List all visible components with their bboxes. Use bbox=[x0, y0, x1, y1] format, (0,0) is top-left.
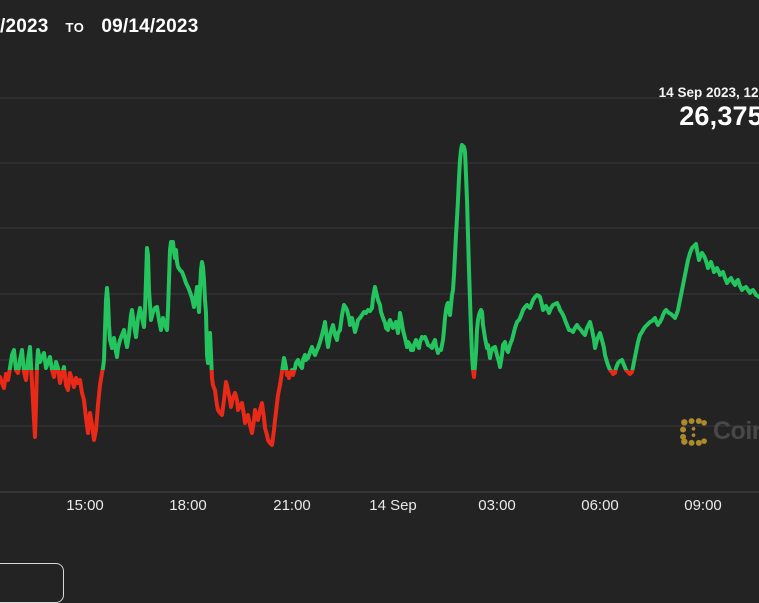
coindesk-dots-logo-icon bbox=[680, 418, 707, 446]
price-line-up bbox=[7, 143, 759, 370]
date-range-separator: TO bbox=[65, 20, 85, 35]
readout-price: 26,375 bbox=[679, 101, 759, 131]
bottom-left-button[interactable] bbox=[0, 563, 64, 603]
date-range-header[interactable]: /2023 TO 09/14/2023 bbox=[0, 16, 198, 38]
date-range-start[interactable]: /2023 bbox=[0, 16, 49, 37]
x-tick-label: 21:00 bbox=[273, 497, 311, 514]
price-chart-svg[interactable] bbox=[0, 0, 759, 570]
x-tick-label: 09:00 bbox=[684, 497, 722, 514]
watermark-brand-text: Coin bbox=[713, 417, 759, 445]
x-tick-label: 15:00 bbox=[66, 497, 104, 514]
price-line-down bbox=[0, 370, 635, 447]
readout-datetime: 14 Sep 2023, 12: bbox=[658, 85, 759, 100]
watermark: Coin bbox=[679, 417, 759, 446]
x-axis-labels: 15:00 18:00 21:00 14 Sep 03:00 06:00 09:00 bbox=[0, 497, 759, 519]
x-tick-label: 14 Sep bbox=[369, 497, 417, 514]
x-tick-label: 06:00 bbox=[581, 497, 619, 514]
x-tick-label: 18:00 bbox=[169, 497, 207, 514]
x-tick-label: 03:00 bbox=[478, 497, 516, 514]
date-range-end[interactable]: 09/14/2023 bbox=[101, 16, 199, 37]
